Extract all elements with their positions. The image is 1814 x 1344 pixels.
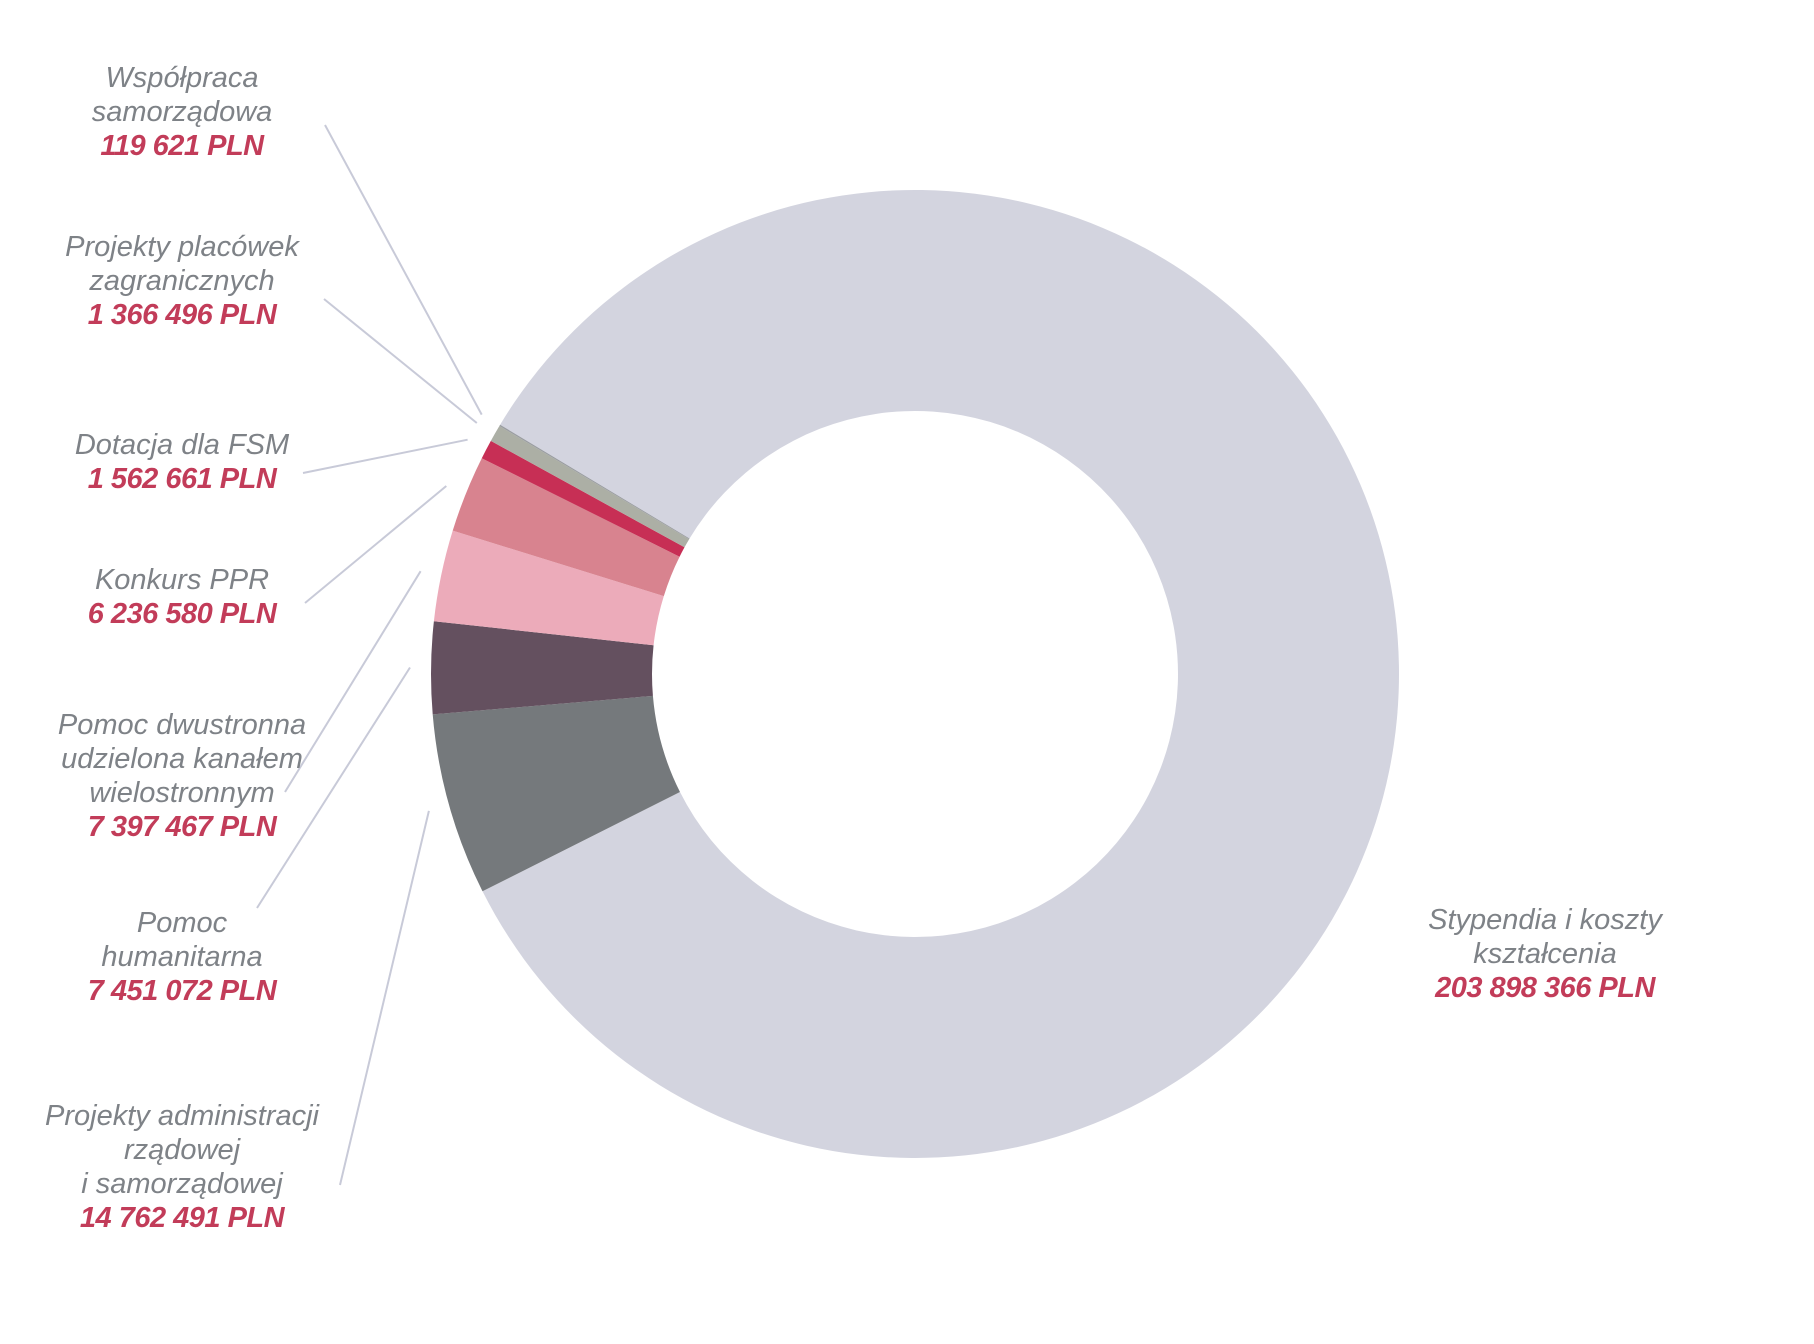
leader-line-pomoc-dwustronna	[284, 570, 422, 793]
segment-projekty-administracji	[432, 695, 680, 892]
segment-label-text: kształcenia	[1473, 938, 1617, 970]
leader-line-dotacja-fsm	[302, 438, 468, 474]
segment-label-text: Konkurs PPR	[94, 564, 270, 596]
segment-label-text: zagranicznych	[89, 265, 275, 297]
segment-pomoc-dwustronna	[433, 530, 664, 646]
segment-pomoc-humanitarna	[431, 621, 654, 715]
label-konkurs-ppr: Konkurs PPR 6 236 580 PLN	[42, 563, 322, 631]
segment-stypendia	[482, 189, 1400, 1158]
leader-line-projekty-placowek	[323, 298, 478, 424]
segment-label-text: humanitarna	[101, 941, 263, 973]
segment-value-text: 6 236 580 PLN	[87, 598, 277, 630]
label-pomoc-dwustronna: Pomoc dwustronna udzielona kanałem wielo…	[42, 708, 322, 844]
label-dotacja-fsm: Dotacja dla FSM 1 562 661 PLN	[42, 428, 322, 496]
segment-label-text: Stypendia i koszty	[1428, 904, 1662, 936]
leader-line-wspolpraca-samorzadowa	[324, 124, 483, 416]
label-pomoc-humanitarna: Pomoc humanitarna 7 451 072 PLN	[42, 906, 322, 1008]
segment-value-text: 14 762 491 PLN	[79, 1202, 285, 1234]
segment-value-text: 7 397 467 PLN	[87, 811, 277, 843]
segment-label-text: rządowej	[123, 1134, 241, 1166]
label-projekty-placowek: Projekty placówek zagranicznych 1 366 49…	[42, 230, 322, 332]
segment-label-text: Projekty placówek	[65, 231, 299, 263]
segment-label-text: Współpraca	[105, 62, 259, 94]
segment-konkurs-ppr	[452, 458, 680, 597]
segment-dotacja-fsm	[481, 440, 685, 557]
segment-projekty-placowek	[490, 426, 690, 548]
segment-label-text: Dotacja dla FSM	[74, 429, 290, 461]
segment-label-text: samorządowa	[91, 96, 273, 128]
segment-value-text: 1 366 496 PLN	[87, 299, 277, 331]
segment-label-text: i samorządowej	[81, 1168, 283, 1200]
leader-line-projekty-administracji	[339, 810, 430, 1186]
segment-wspolpraca-samorzadowa	[499, 424, 690, 540]
segment-label-text: wielostronnym	[89, 777, 275, 809]
segment-label-text: Projekty administracji	[45, 1100, 319, 1132]
leader-line-konkurs-ppr	[304, 485, 447, 604]
segment-label-text: Pomoc dwustronna	[57, 709, 307, 741]
segment-label-text: udzielona kanałem	[61, 743, 303, 775]
label-wspolpraca-samorzadowa: Współpraca samorządowa 119 621 PLN	[42, 61, 322, 163]
label-stypendia: Stypendia i koszty kształcenia 203 898 3…	[1405, 903, 1685, 1005]
segment-value-text: 7 451 072 PLN	[87, 975, 277, 1007]
label-projekty-administracji: Projekty administracji rządowej i samorz…	[42, 1099, 322, 1235]
segment-label-text: Pomoc	[136, 907, 228, 939]
segment-value-text: 203 898 366 PLN	[1435, 972, 1655, 1004]
leader-line-pomoc-humanitarna	[256, 666, 411, 909]
segment-value-text: 1 562 661 PLN	[87, 463, 277, 495]
segment-value-text: 119 621 PLN	[100, 130, 264, 162]
